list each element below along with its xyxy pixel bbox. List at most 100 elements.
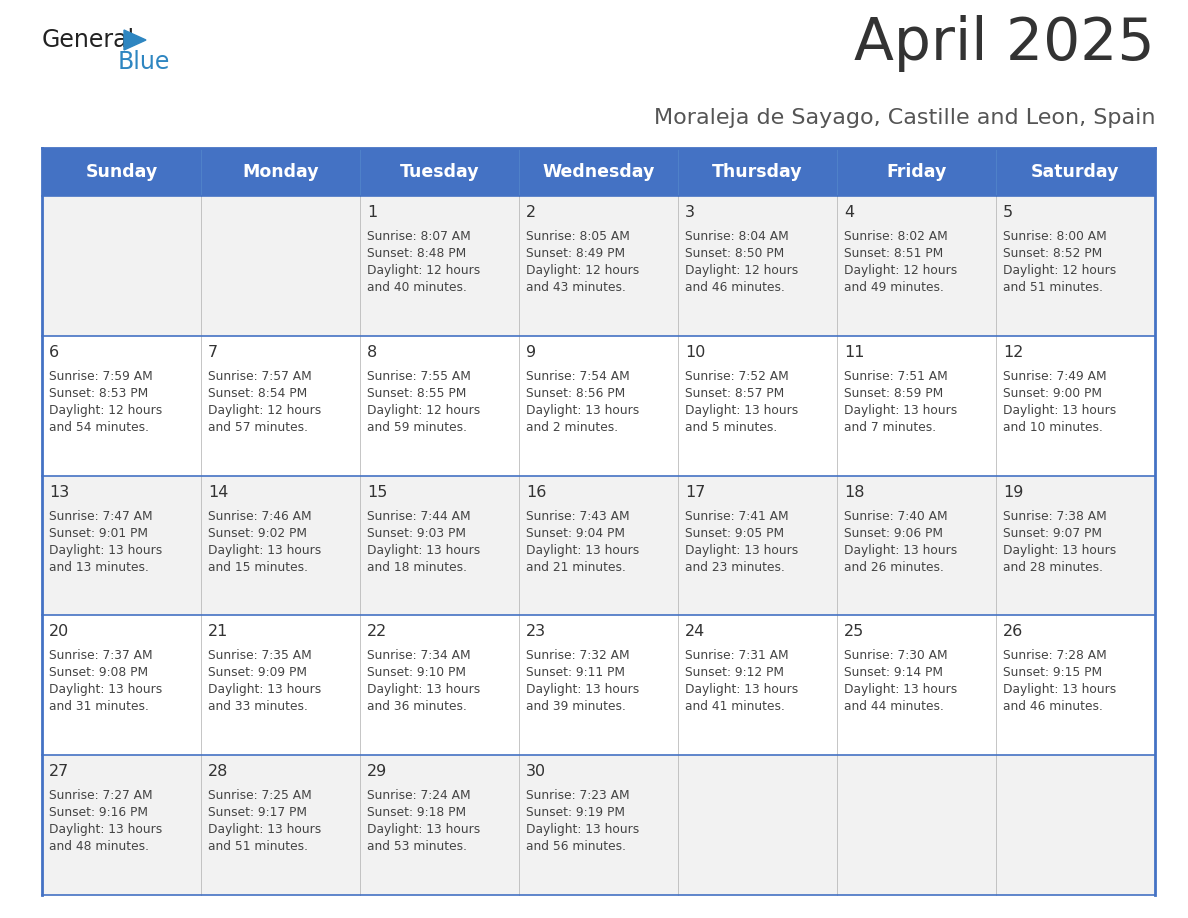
Text: 6: 6 xyxy=(49,345,59,360)
Text: 22: 22 xyxy=(367,624,387,640)
Text: and 18 minutes.: and 18 minutes. xyxy=(367,561,467,574)
Text: 21: 21 xyxy=(208,624,228,640)
Text: Sunset: 9:08 PM: Sunset: 9:08 PM xyxy=(49,666,148,679)
Text: Sunrise: 7:38 AM: Sunrise: 7:38 AM xyxy=(1003,509,1107,522)
Text: Sunset: 9:01 PM: Sunset: 9:01 PM xyxy=(49,527,148,540)
Text: Daylight: 12 hours: Daylight: 12 hours xyxy=(367,264,480,277)
Text: and 7 minutes.: and 7 minutes. xyxy=(843,420,936,434)
Text: 18: 18 xyxy=(843,485,865,499)
Text: Sunrise: 7:24 AM: Sunrise: 7:24 AM xyxy=(367,789,470,802)
Text: and 43 minutes.: and 43 minutes. xyxy=(526,281,626,294)
Text: and 15 minutes.: and 15 minutes. xyxy=(208,561,308,574)
Text: 16: 16 xyxy=(526,485,546,499)
Text: Sunset: 9:05 PM: Sunset: 9:05 PM xyxy=(685,527,784,540)
Text: Tuesday: Tuesday xyxy=(399,163,479,181)
Polygon shape xyxy=(124,30,146,50)
Text: Sunset: 9:09 PM: Sunset: 9:09 PM xyxy=(208,666,307,679)
Text: Daylight: 13 hours: Daylight: 13 hours xyxy=(208,683,321,697)
Text: Sunrise: 7:47 AM: Sunrise: 7:47 AM xyxy=(49,509,152,522)
Text: Sunset: 9:00 PM: Sunset: 9:00 PM xyxy=(1003,386,1102,400)
Text: 20: 20 xyxy=(49,624,69,640)
Text: 1: 1 xyxy=(367,205,378,220)
Text: Sunrise: 7:57 AM: Sunrise: 7:57 AM xyxy=(208,370,311,383)
Text: Daylight: 13 hours: Daylight: 13 hours xyxy=(49,543,163,556)
Text: Sunset: 9:06 PM: Sunset: 9:06 PM xyxy=(843,527,943,540)
Text: Moraleja de Sayago, Castille and Leon, Spain: Moraleja de Sayago, Castille and Leon, S… xyxy=(653,108,1155,128)
Text: Sunset: 9:07 PM: Sunset: 9:07 PM xyxy=(1003,527,1102,540)
Text: 24: 24 xyxy=(685,624,706,640)
Text: Sunset: 8:53 PM: Sunset: 8:53 PM xyxy=(49,386,148,400)
Text: 14: 14 xyxy=(208,485,228,499)
Text: and 21 minutes.: and 21 minutes. xyxy=(526,561,626,574)
Text: Daylight: 13 hours: Daylight: 13 hours xyxy=(526,543,639,556)
Text: Daylight: 13 hours: Daylight: 13 hours xyxy=(208,823,321,836)
Text: Daylight: 13 hours: Daylight: 13 hours xyxy=(49,823,163,836)
Text: Sunset: 9:04 PM: Sunset: 9:04 PM xyxy=(526,527,625,540)
Text: and 57 minutes.: and 57 minutes. xyxy=(208,420,308,434)
Text: Sunset: 8:51 PM: Sunset: 8:51 PM xyxy=(843,247,943,260)
Text: Sunrise: 7:40 AM: Sunrise: 7:40 AM xyxy=(843,509,948,522)
Text: Sunset: 9:12 PM: Sunset: 9:12 PM xyxy=(685,666,784,679)
Text: Daylight: 13 hours: Daylight: 13 hours xyxy=(843,683,958,697)
Text: Sunset: 9:14 PM: Sunset: 9:14 PM xyxy=(843,666,943,679)
Text: and 23 minutes.: and 23 minutes. xyxy=(685,561,785,574)
Text: Sunset: 8:54 PM: Sunset: 8:54 PM xyxy=(208,386,308,400)
Text: Sunrise: 8:00 AM: Sunrise: 8:00 AM xyxy=(1003,230,1107,243)
Text: Sunrise: 7:27 AM: Sunrise: 7:27 AM xyxy=(49,789,152,802)
Text: Daylight: 12 hours: Daylight: 12 hours xyxy=(1003,264,1117,277)
Text: Daylight: 12 hours: Daylight: 12 hours xyxy=(685,264,798,277)
Text: Sunrise: 7:23 AM: Sunrise: 7:23 AM xyxy=(526,789,630,802)
Text: Sunset: 8:48 PM: Sunset: 8:48 PM xyxy=(367,247,466,260)
Text: and 41 minutes.: and 41 minutes. xyxy=(685,700,785,713)
Text: and 33 minutes.: and 33 minutes. xyxy=(208,700,308,713)
Bar xyxy=(42,148,1155,196)
Text: Daylight: 12 hours: Daylight: 12 hours xyxy=(367,404,480,417)
Text: Daylight: 12 hours: Daylight: 12 hours xyxy=(49,404,163,417)
Text: and 49 minutes.: and 49 minutes. xyxy=(843,281,944,294)
Text: Daylight: 13 hours: Daylight: 13 hours xyxy=(367,683,480,697)
Text: Daylight: 13 hours: Daylight: 13 hours xyxy=(526,404,639,417)
Text: and 48 minutes.: and 48 minutes. xyxy=(49,840,148,853)
Text: April 2025: April 2025 xyxy=(854,15,1155,72)
Text: Sunset: 8:50 PM: Sunset: 8:50 PM xyxy=(685,247,784,260)
Text: 9: 9 xyxy=(526,345,536,360)
Text: Wednesday: Wednesday xyxy=(542,163,655,181)
Text: Sunrise: 7:28 AM: Sunrise: 7:28 AM xyxy=(1003,649,1107,663)
Text: Daylight: 13 hours: Daylight: 13 hours xyxy=(1003,683,1117,697)
Text: and 46 minutes.: and 46 minutes. xyxy=(1003,700,1102,713)
Text: Daylight: 13 hours: Daylight: 13 hours xyxy=(1003,543,1117,556)
Text: 29: 29 xyxy=(367,764,387,779)
Text: Sunday: Sunday xyxy=(86,163,158,181)
Text: Daylight: 13 hours: Daylight: 13 hours xyxy=(526,823,639,836)
Text: Daylight: 12 hours: Daylight: 12 hours xyxy=(208,404,321,417)
Text: Daylight: 13 hours: Daylight: 13 hours xyxy=(49,683,163,697)
Text: 7: 7 xyxy=(208,345,219,360)
Text: Daylight: 13 hours: Daylight: 13 hours xyxy=(685,683,798,697)
Text: Sunset: 9:02 PM: Sunset: 9:02 PM xyxy=(208,527,307,540)
Text: Sunrise: 7:46 AM: Sunrise: 7:46 AM xyxy=(208,509,311,522)
Text: Sunset: 8:59 PM: Sunset: 8:59 PM xyxy=(843,386,943,400)
Text: 25: 25 xyxy=(843,624,864,640)
Text: Sunset: 8:56 PM: Sunset: 8:56 PM xyxy=(526,386,625,400)
Text: 19: 19 xyxy=(1003,485,1023,499)
Text: and 44 minutes.: and 44 minutes. xyxy=(843,700,944,713)
Text: 13: 13 xyxy=(49,485,69,499)
Text: and 26 minutes.: and 26 minutes. xyxy=(843,561,944,574)
Text: 10: 10 xyxy=(685,345,706,360)
Text: Sunset: 9:16 PM: Sunset: 9:16 PM xyxy=(49,806,148,819)
Text: 26: 26 xyxy=(1003,624,1023,640)
Text: Daylight: 13 hours: Daylight: 13 hours xyxy=(367,823,480,836)
Text: and 51 minutes.: and 51 minutes. xyxy=(208,840,308,853)
Text: Sunrise: 7:43 AM: Sunrise: 7:43 AM xyxy=(526,509,630,522)
Text: Sunrise: 7:25 AM: Sunrise: 7:25 AM xyxy=(208,789,311,802)
Bar xyxy=(42,615,1155,756)
Text: and 5 minutes.: and 5 minutes. xyxy=(685,420,777,434)
Text: and 2 minutes.: and 2 minutes. xyxy=(526,420,618,434)
Text: Sunset: 8:49 PM: Sunset: 8:49 PM xyxy=(526,247,625,260)
Text: 12: 12 xyxy=(1003,345,1023,360)
Text: Sunrise: 8:02 AM: Sunrise: 8:02 AM xyxy=(843,230,948,243)
Text: Daylight: 13 hours: Daylight: 13 hours xyxy=(526,683,639,697)
Text: Daylight: 13 hours: Daylight: 13 hours xyxy=(1003,404,1117,417)
Text: Friday: Friday xyxy=(886,163,947,181)
Text: General: General xyxy=(42,28,135,52)
